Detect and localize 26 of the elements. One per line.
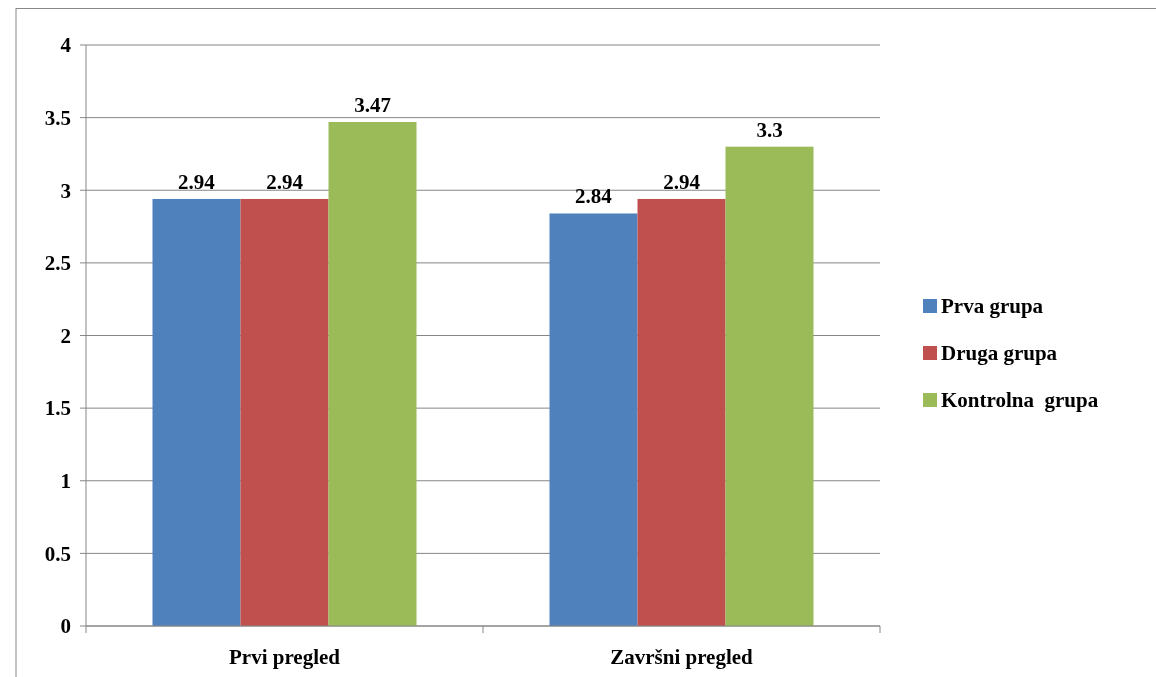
x-tick-label: Završni pregled — [610, 645, 754, 669]
y-tick-label: 4 — [60, 33, 72, 58]
y-tick-label: 2.5 — [44, 251, 71, 276]
data-label: 3.47 — [354, 92, 391, 117]
y-tick-label: 1.5 — [44, 396, 71, 421]
bar — [240, 198, 329, 626]
y-tick-label: 3 — [60, 178, 71, 203]
y-tick-label: 2 — [60, 323, 71, 348]
data-label: 3.3 — [756, 117, 783, 142]
legend-label: Druga grupa — [941, 341, 1058, 366]
data-label: 2.94 — [178, 169, 216, 194]
x-tick-label: Prvi pregled — [228, 645, 341, 669]
y-tick-label: 3.5 — [44, 105, 71, 130]
bar — [152, 198, 241, 626]
bar — [637, 198, 726, 626]
legend-label: Kontrolna grupa — [941, 388, 1099, 413]
bar — [549, 213, 638, 626]
y-tick-label: 1 — [60, 469, 71, 494]
data-label: 2.94 — [266, 169, 304, 194]
data-label: 2.84 — [575, 184, 613, 209]
bar — [328, 121, 417, 626]
bar — [725, 146, 814, 626]
legend-label: Prva grupa — [941, 294, 1044, 319]
y-tick-label: 0 — [60, 614, 71, 639]
y-tick-label: 0.5 — [44, 541, 71, 566]
data-label: 2.94 — [663, 169, 701, 194]
